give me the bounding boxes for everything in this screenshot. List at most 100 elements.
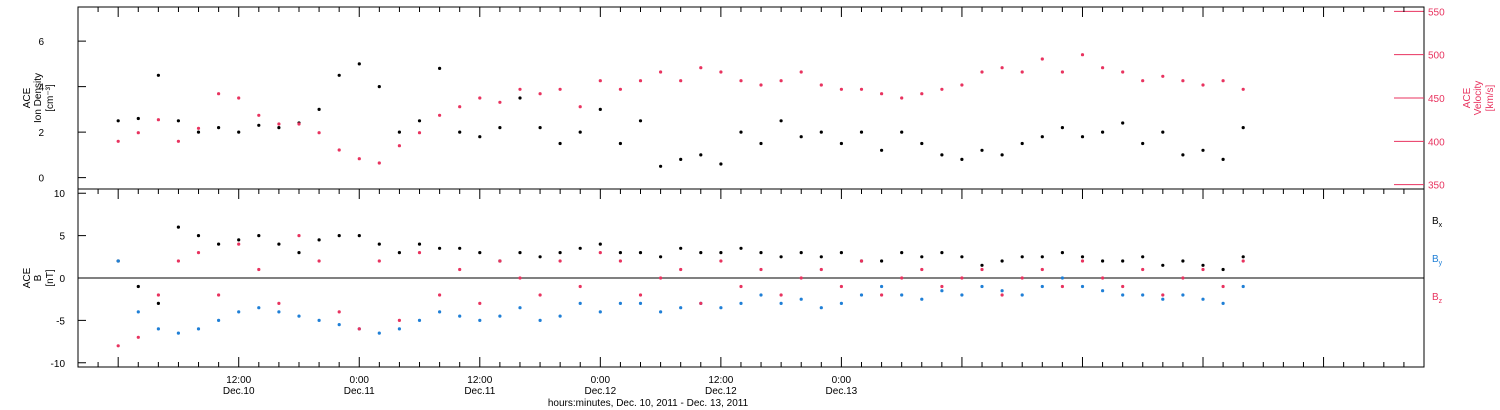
bz-point <box>799 276 803 280</box>
bx-point <box>1201 263 1205 267</box>
top-series-0-point <box>719 162 723 166</box>
top-series-1-point <box>1060 70 1064 74</box>
top-series-1-point <box>277 122 281 126</box>
x-tick-time-label: 0:00 <box>591 375 611 386</box>
top-series-1-point <box>458 105 462 109</box>
top-series-1-point <box>518 87 522 91</box>
top-left-ytick-label: 2 <box>38 128 44 139</box>
bx-point <box>1141 255 1145 259</box>
top-left-ytick-label: 0 <box>38 174 44 185</box>
bz-point <box>438 293 442 297</box>
bz-point <box>940 284 944 289</box>
bz-point <box>960 276 964 280</box>
bz-point <box>397 318 401 322</box>
bx-point <box>1221 267 1225 272</box>
top-series-0-point <box>819 130 823 134</box>
top-right-ylabel: ACE Velocity [km/s] <box>1462 81 1496 115</box>
bx-point <box>638 251 643 255</box>
by-point <box>920 297 924 301</box>
top-series-1-point <box>1080 53 1085 57</box>
x-tick-date-label: Dec.10 <box>223 386 255 397</box>
by-point <box>1141 293 1145 297</box>
top-series-1-point <box>297 122 301 126</box>
bx-point <box>438 246 442 250</box>
bx-point <box>659 255 663 259</box>
bx-point <box>196 234 201 238</box>
top-series-0-point <box>558 141 562 146</box>
top-series-0-point <box>458 130 462 134</box>
bottom-ytick-label: -10 <box>51 359 66 370</box>
bx-point <box>1040 255 1044 259</box>
bottom-left-ylabel-line2: B <box>33 274 44 281</box>
bz-point <box>1060 284 1064 289</box>
by-point <box>719 306 723 310</box>
bx-point <box>1000 259 1004 263</box>
by-point <box>859 293 864 297</box>
bx-point <box>1060 251 1064 255</box>
by-point <box>960 293 964 297</box>
top-series-0-point <box>257 123 261 127</box>
bz-point <box>819 267 823 272</box>
bx-point <box>136 284 140 289</box>
by-point <box>558 314 562 318</box>
top-series-1-point <box>819 83 823 87</box>
bx-point <box>739 246 743 250</box>
top-series-0-point <box>1040 135 1044 139</box>
bx-point <box>1121 259 1125 263</box>
bx-point <box>1080 255 1085 259</box>
top-series-0-point <box>779 119 783 123</box>
by-point <box>1201 297 1205 301</box>
bx-point <box>980 263 984 267</box>
top-right-ylabel-line1: ACE <box>1462 87 1473 108</box>
bz-point <box>1040 267 1044 272</box>
by-point <box>417 318 422 322</box>
top-left-ytick-label: 6 <box>38 37 44 48</box>
by-point <box>739 301 743 305</box>
top-series-1-point <box>417 131 422 135</box>
top-series-1-point <box>638 79 643 83</box>
bx-point <box>799 251 803 255</box>
top-series-0-point <box>156 73 160 77</box>
legend-item-by: By <box>1432 254 1443 267</box>
x-tick-date-label: Dec.12 <box>705 386 737 397</box>
bx-point <box>337 234 341 238</box>
top-series-1-point <box>538 92 542 96</box>
top-series-0-point <box>799 135 803 139</box>
bx-point <box>1241 255 1245 259</box>
by-point <box>679 306 683 310</box>
by-point <box>1161 297 1165 301</box>
bz-point <box>196 251 201 255</box>
top-right-ytick-label: 400 <box>1428 137 1445 148</box>
bz-point <box>116 344 120 348</box>
bz-point <box>1020 276 1024 280</box>
top-series-0-point <box>1161 130 1165 134</box>
bx-point <box>900 251 904 255</box>
top-series-0-point <box>638 119 643 123</box>
bz-point <box>277 301 281 305</box>
top-series-1-point <box>136 131 140 135</box>
top-series-1-point <box>217 92 221 96</box>
by-point <box>277 310 281 314</box>
bx-point <box>598 242 602 246</box>
bz-point <box>638 293 643 297</box>
bx-point <box>257 234 261 238</box>
top-series-0-point <box>438 66 442 70</box>
bx-point <box>1020 255 1024 259</box>
x-tick-time-label: 12:00 <box>467 375 492 386</box>
bz-point <box>598 251 602 255</box>
bz-point <box>618 259 623 263</box>
top-series-0-point <box>659 164 663 168</box>
top-series-1-point <box>679 79 683 83</box>
top-series-1-point <box>377 161 381 165</box>
bz-point <box>739 284 743 289</box>
top-series-1-point <box>739 79 743 83</box>
top-panel-frame <box>77 6 1425 190</box>
by-point <box>900 293 904 297</box>
top-series-1-point <box>196 126 201 130</box>
bx-point <box>377 242 381 246</box>
bz-point <box>659 276 663 280</box>
top-series-0-point <box>357 62 361 66</box>
top-series-1-point <box>1000 66 1004 70</box>
top-series-1-point <box>337 148 341 152</box>
top-series-1-point <box>156 118 160 122</box>
